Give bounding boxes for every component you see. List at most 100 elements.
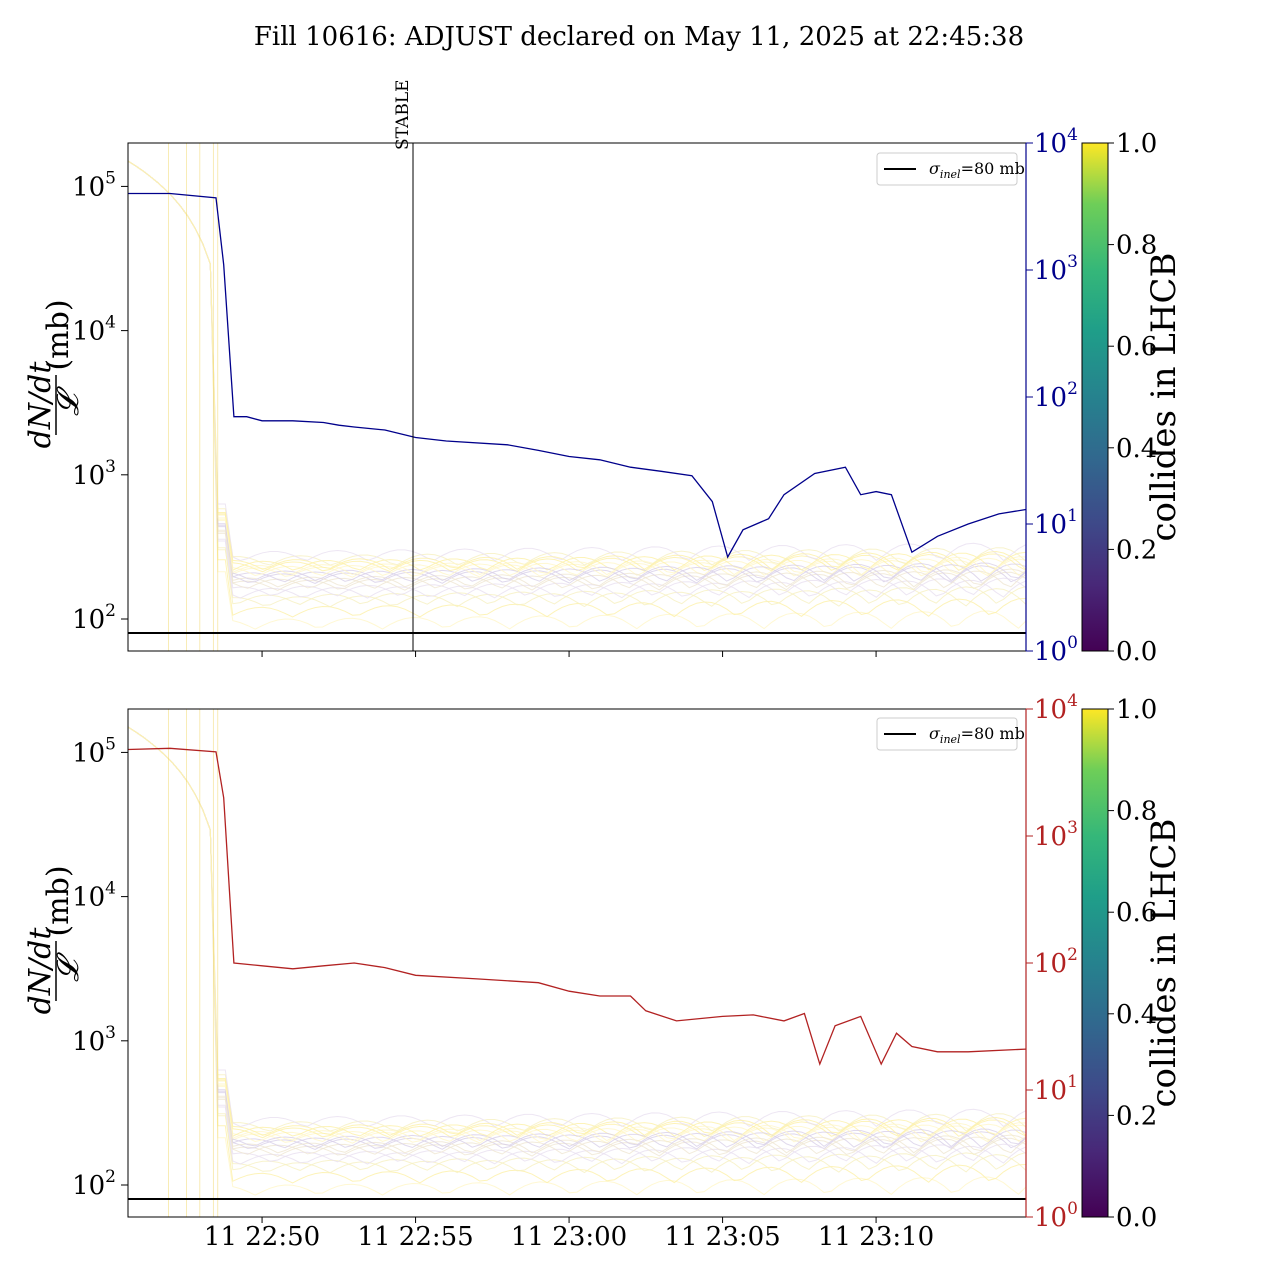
legend-sigma: σ: [929, 724, 941, 743]
background-trace: [128, 726, 1026, 1151]
background-trace: [128, 726, 1026, 1184]
background-trace: [128, 726, 1026, 1132]
background-trace: [128, 726, 1026, 1171]
background-traces: [128, 143, 1026, 651]
colorbar-top: 0.0 0.2 0.4 0.6 0.8 1.0 collides in LHCB: [1081, 129, 1184, 667]
background-trace: [128, 160, 1026, 588]
background-trace: [128, 160, 1026, 589]
background-trace: [128, 160, 1026, 576]
y-tick-label: 103: [72, 457, 116, 491]
background-trace: [128, 160, 1026, 605]
background-trace: [128, 160, 1026, 566]
colorbar-tick-label: 0.4: [1116, 1000, 1157, 1030]
stable-annotation: STABLE: [393, 79, 413, 150]
ylabel-bottom: dN/dt 𝓛 (mb): [23, 865, 86, 1014]
colorbar-tick-label: 0.6: [1116, 332, 1157, 362]
top-panel: 102 103 104 105 100 101 102 103 104 STABLE σinel…: [23, 79, 1078, 667]
background-trace: [128, 726, 1026, 1174]
chart-title: Fill 10616: ADJUST declared on May 11, 2…: [254, 22, 1024, 52]
background-trace: [128, 726, 1026, 1128]
background-trace: [128, 160, 1026, 583]
background-trace: [128, 160, 1026, 599]
background-trace: [128, 726, 1026, 1144]
background-trace: [128, 726, 1026, 1143]
colorbar-tick-label: 1.0: [1116, 695, 1157, 725]
x-tick-label: 11 22:55: [357, 1222, 473, 1252]
background-trace: [128, 726, 1026, 1137]
legend-sub: inel: [940, 168, 961, 181]
y-tick-label: 105: [72, 734, 116, 768]
series-line: [128, 747, 1026, 1067]
background-trace: [128, 160, 1026, 608]
colorbar-tick-label: 1.0: [1116, 129, 1157, 159]
background-trace: [128, 726, 1026, 1148]
background-trace: [128, 726, 1026, 1165]
background-trace: [128, 726, 1026, 1154]
y-tick-label: 102: [72, 1167, 116, 1201]
ylabel-top: dN/dt 𝓛 (mb): [23, 299, 86, 448]
right-tick-label: 101: [1034, 1072, 1078, 1106]
svg-text:σinel=80 mb: σinel=80 mb: [929, 159, 1025, 181]
right-tick-label: 101: [1034, 506, 1078, 540]
legend-sigma: σ: [929, 159, 941, 178]
background-trace: [128, 726, 1026, 1142]
right-tick-label: 103: [1034, 252, 1078, 286]
colorbar-tick-label: 0.0: [1116, 637, 1157, 667]
right-tick-label: 104: [1034, 125, 1078, 159]
legend-sub: inel: [940, 733, 961, 746]
background-trace: [128, 160, 1026, 578]
background-trace: [128, 160, 1026, 562]
x-tick-label: 11 23:10: [818, 1222, 934, 1252]
right-tick-label: 103: [1034, 818, 1078, 852]
colorbar-tick-label: 0.2: [1116, 1101, 1157, 1131]
svg-text:dN/dt: dN/dt: [23, 927, 58, 1015]
background-trace: [128, 160, 1026, 585]
y-tick-label: 103: [72, 1023, 116, 1057]
legend-rest: =80 mb: [961, 724, 1025, 743]
legend-rest: =80 mb: [961, 159, 1025, 178]
svg-text:(mb): (mb): [41, 299, 76, 370]
background-traces: [128, 709, 1026, 1217]
svg-text:(mb): (mb): [41, 865, 76, 936]
series-line: [128, 192, 1026, 559]
colorbar-tick-label: 0.2: [1116, 535, 1157, 565]
colorbar-label: collides in LHCB: [1144, 252, 1184, 541]
background-trace: [128, 726, 1026, 1139]
x-tick-label: 11 23:00: [511, 1222, 627, 1252]
colorbar-label: collides in LHCB: [1144, 818, 1184, 1107]
svg-text:σinel=80 mb: σinel=80 mb: [929, 724, 1025, 746]
right-tick-label: 104: [1034, 691, 1078, 725]
legend-bottom: σinel=80 mb: [876, 717, 1025, 751]
y-tick-label: 105: [72, 168, 116, 202]
background-trace: [128, 160, 1026, 571]
background-trace: [128, 726, 1026, 1137]
background-trace: [128, 160, 1026, 582]
background-trace: [128, 726, 1026, 1155]
right-tick-label: 100: [1034, 1199, 1078, 1233]
right-tick-label: 102: [1034, 379, 1078, 413]
bottom-panel: 102 103 104 105 100 101 102 103 104 11 22:50 11 22…: [23, 691, 1078, 1252]
y-tick-label: 104: [72, 313, 116, 347]
background-trace: [128, 160, 1026, 630]
legend-top: σinel=80 mb: [876, 152, 1025, 186]
colorbar-bottom: 0.0 0.2 0.4 0.6 0.8 1.0 collides in LHCB: [1081, 695, 1184, 1233]
right-tick-label: 102: [1034, 945, 1078, 979]
background-trace: [128, 160, 1026, 571]
colorbar-tick-label: 0.8: [1116, 797, 1157, 827]
y-tick-label: 104: [72, 879, 116, 913]
colorbar-tick-label: 0.4: [1116, 434, 1157, 464]
background-trace: [128, 726, 1026, 1196]
colorbar-tick-label: 0.8: [1116, 231, 1157, 261]
background-trace: [128, 726, 1026, 1163]
colorbar-tick-label: 0.0: [1116, 1203, 1157, 1233]
background-trace: [128, 160, 1026, 577]
background-trace: [128, 160, 1026, 573]
right-tick-label: 100: [1034, 633, 1078, 667]
background-trace: [128, 160, 1026, 591]
colorbar-tick-label: 0.6: [1116, 898, 1157, 928]
x-tick-label: 11 23:05: [664, 1222, 780, 1252]
background-trace: [128, 160, 1026, 618]
svg-text:dN/dt: dN/dt: [23, 361, 58, 449]
y-tick-label: 102: [72, 601, 116, 635]
